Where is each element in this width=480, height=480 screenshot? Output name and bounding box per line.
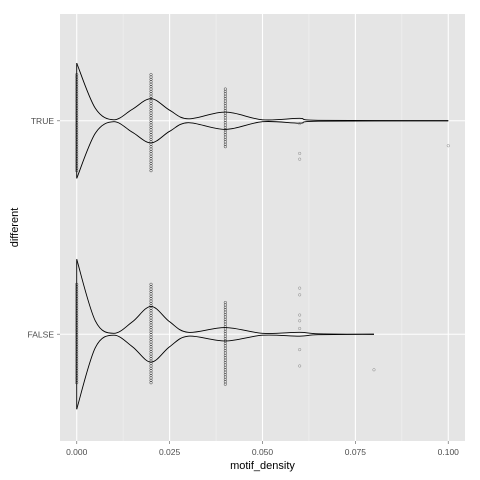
data-point <box>75 381 79 385</box>
x-tick-label: 0.050 <box>252 447 274 457</box>
x-axis-title: motif_density <box>230 460 295 472</box>
data-point <box>298 293 302 297</box>
data-point <box>446 144 450 148</box>
data-point <box>298 122 302 126</box>
data-points <box>75 73 450 386</box>
x-axis: 0.000 0.025 0.050 0.075 0.100 <box>66 441 459 457</box>
data-point <box>223 145 227 149</box>
y-tick-label: TRUE <box>31 116 54 126</box>
x-tick-label: 0.100 <box>438 447 460 457</box>
data-point <box>298 151 302 155</box>
data-point <box>223 382 227 386</box>
x-tick-label: 0.025 <box>159 447 181 457</box>
data-point <box>298 319 302 323</box>
data-point <box>149 381 153 385</box>
data-point <box>298 348 302 352</box>
x-tick-label: 0.075 <box>345 447 367 457</box>
y-tick-label: FALSE <box>28 329 55 339</box>
x-tick-label: 0.000 <box>66 447 88 457</box>
data-point <box>372 368 376 372</box>
data-point <box>75 169 79 173</box>
data-point <box>298 364 302 368</box>
violin-outline-false-lower <box>76 333 374 410</box>
y-axis: TRUE FALSE <box>28 116 60 339</box>
data-point <box>298 286 302 290</box>
violin-outline-true-upper <box>76 62 449 122</box>
data-point <box>298 326 302 331</box>
data-point <box>298 313 302 317</box>
y-axis-title: different <box>9 208 21 248</box>
violin-outline-false-upper <box>76 259 374 335</box>
minor-grid <box>122 14 403 441</box>
data-point <box>149 169 153 173</box>
violin-outline-true-lower <box>76 120 449 179</box>
data-point <box>298 157 302 161</box>
